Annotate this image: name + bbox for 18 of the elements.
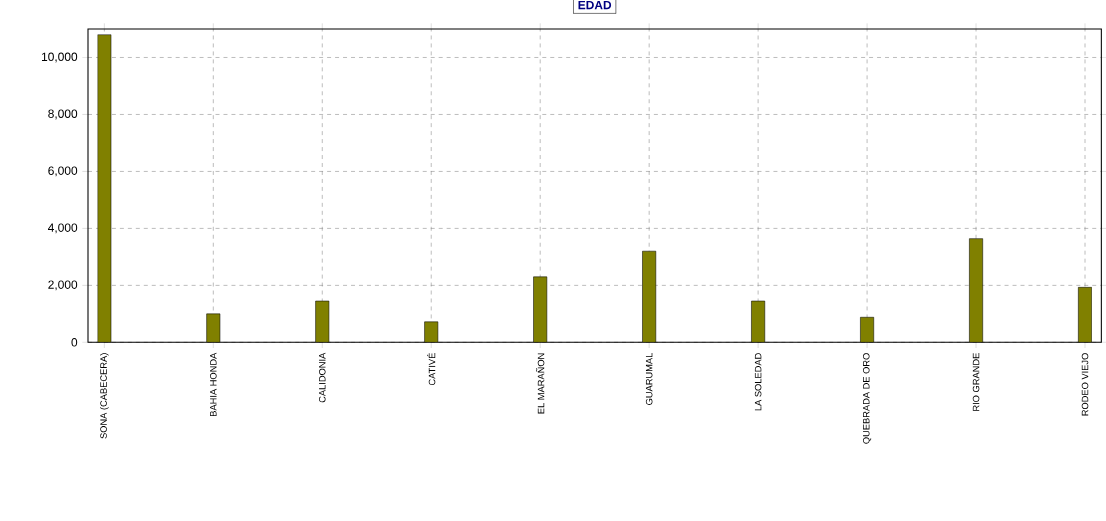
x-tick-label: EL MARAÑON [536,353,545,414]
y-tick-label: 6,000 [48,166,78,177]
x-tick-label: RODEO VIEJO [1081,353,1089,416]
y-tick-label: 2,000 [48,280,78,291]
y-tick-label: 0 [71,338,78,347]
x-tick-label: RIO GRANDE [972,353,980,411]
y-tick-label: 4,000 [47,223,78,234]
bar [97,34,112,343]
x-tick-label: GUARUMAL [645,353,653,405]
x-tick-label: SONA (CABECERA) [100,353,109,439]
x-tick-label: CALIDONIA [318,352,326,403]
x-tick-label: BAHIA HONDA [210,352,217,416]
y-tick-label: 8,000 [48,109,78,120]
x-tick-label: QUEBRADA DE ORO [862,353,872,444]
chart-title: EDAD [578,0,612,10]
x-tick-label: CATIVÉ [427,353,436,386]
y-tick-label: 10,000 [41,52,78,63]
x-tick-label: LA SOLEDAD [754,353,762,411]
